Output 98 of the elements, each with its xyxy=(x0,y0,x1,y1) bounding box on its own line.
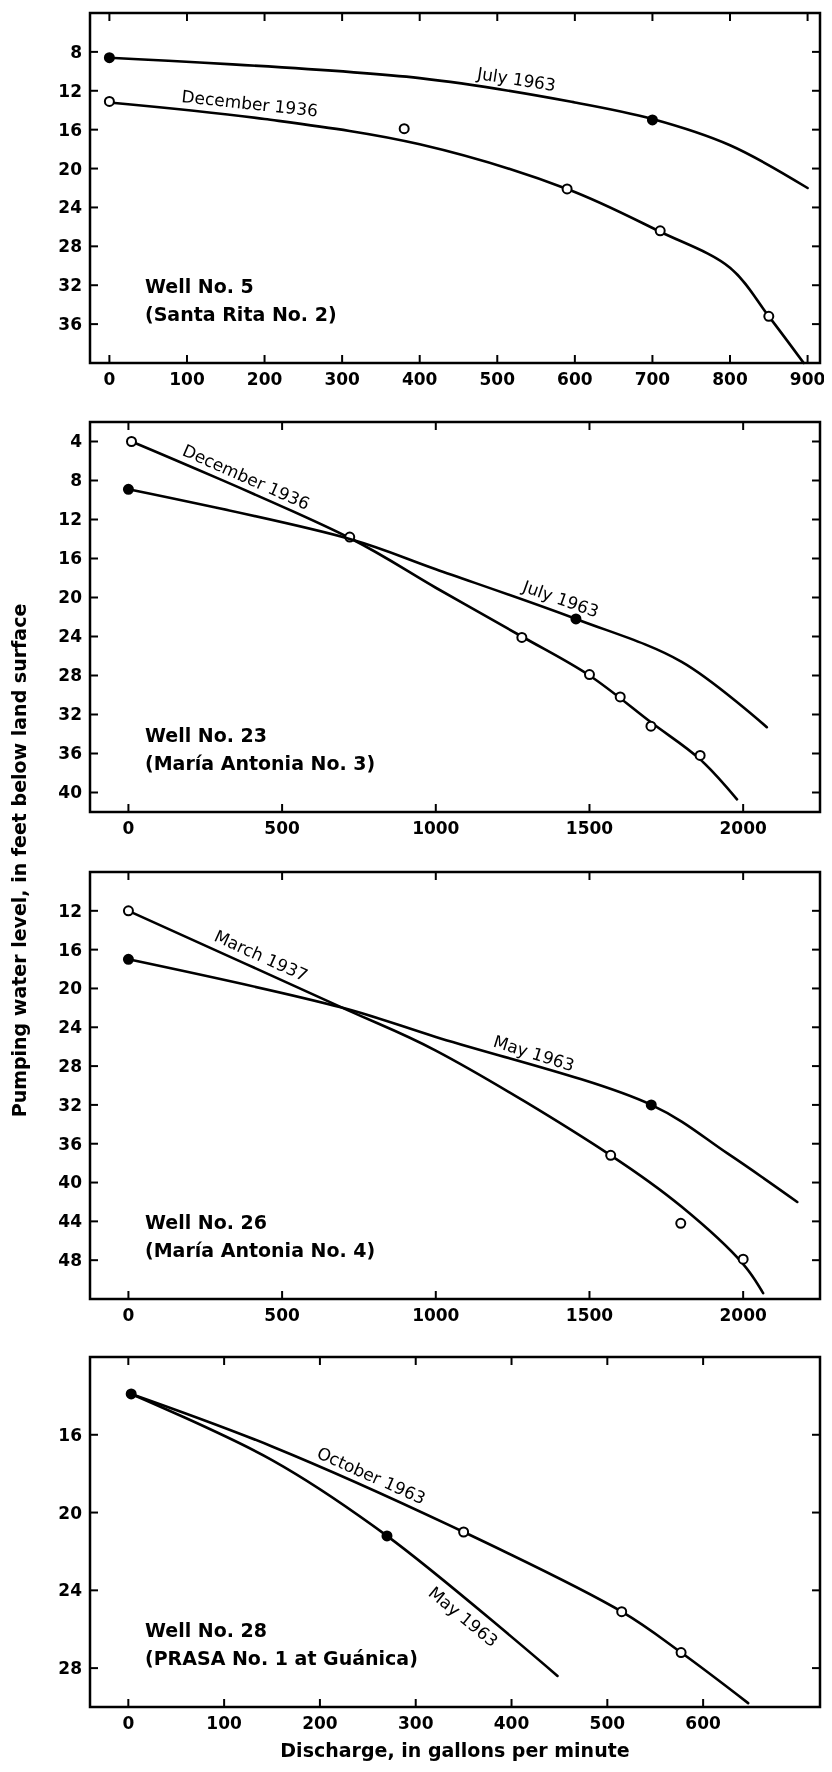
y-tick-label: 24 xyxy=(58,1580,83,1601)
x-tick-label: 0 xyxy=(122,1305,135,1325)
y-tick-label: 40 xyxy=(58,782,83,803)
x-tick-label: 500 xyxy=(264,818,301,838)
x-tick-label: 600 xyxy=(685,1713,722,1733)
point xyxy=(654,225,666,237)
y-tick-label: 12 xyxy=(58,509,82,530)
annotation: Well No. 28 xyxy=(145,1619,268,1641)
x-tick-label: 900 xyxy=(789,369,826,389)
annotation: Well No. 23 xyxy=(145,724,268,746)
point xyxy=(675,1647,687,1659)
x-tick-label: 600 xyxy=(557,369,593,389)
point xyxy=(616,1606,628,1618)
y-tick-label: 48 xyxy=(58,1250,82,1271)
x-tick-label: 500 xyxy=(264,1305,301,1325)
y-tick-label: 36 xyxy=(58,743,82,764)
y-tick-label: 28 xyxy=(58,236,82,257)
y-tick-label: 20 xyxy=(58,587,83,608)
x-tick-label: 0 xyxy=(122,1713,135,1733)
point xyxy=(103,95,115,107)
point xyxy=(737,1253,749,1265)
x-tick-label: 200 xyxy=(302,1713,338,1733)
y-tick-label: 20 xyxy=(58,158,83,179)
x-tick-label: 2000 xyxy=(719,818,767,838)
y-tick-label: 16 xyxy=(58,1424,82,1445)
x-tick-label: 300 xyxy=(324,369,361,389)
x-tick-label: 400 xyxy=(493,1713,530,1733)
y-tick-label: 36 xyxy=(58,1133,82,1154)
y-tick-label: 24 xyxy=(58,626,83,647)
point xyxy=(645,1099,657,1111)
annotation: (Santa Rita No. 2) xyxy=(145,303,337,325)
y-tick-label: 20 xyxy=(58,978,83,999)
x-tick-label: 100 xyxy=(169,369,205,389)
y-tick-label: 4 xyxy=(70,431,83,452)
y-tick-label: 24 xyxy=(58,197,83,218)
x-tick-label: 100 xyxy=(206,1713,243,1733)
point xyxy=(122,905,134,917)
annotation: Well No. 5 xyxy=(145,275,254,297)
y-tick-label: 32 xyxy=(58,704,82,725)
point xyxy=(583,669,595,681)
annotation: (PRASA No. 1 at Guánica) xyxy=(145,1647,418,1669)
point xyxy=(694,749,706,761)
point xyxy=(458,1526,470,1538)
x-tick-label: 1000 xyxy=(412,818,460,838)
x-tick-label: 300 xyxy=(397,1713,434,1733)
x-tick-label: 1000 xyxy=(412,1305,460,1325)
x-axis-title: Discharge, in gallons per minute xyxy=(280,1739,630,1761)
y-tick-label: 16 xyxy=(58,119,82,140)
x-tick-label: 0 xyxy=(103,369,116,389)
point xyxy=(381,1530,393,1542)
y-tick-label: 44 xyxy=(58,1211,83,1232)
y-tick-label: 8 xyxy=(70,470,82,491)
x-tick-label: 1500 xyxy=(565,1305,614,1325)
x-tick-label: 1500 xyxy=(565,818,614,838)
y-tick-label: 8 xyxy=(70,41,82,62)
x-tick-label: 500 xyxy=(589,1713,626,1733)
y-tick-label: 20 xyxy=(58,1502,83,1523)
point xyxy=(122,953,134,965)
y-tick-label: 16 xyxy=(58,939,82,960)
annotation: (María Antonia No. 3) xyxy=(145,752,376,774)
point xyxy=(516,631,528,643)
point xyxy=(605,1149,617,1161)
annotation: (María Antonia No. 4) xyxy=(145,1239,376,1261)
y-tick-label: 28 xyxy=(58,665,82,686)
y-tick-label: 32 xyxy=(58,1094,82,1115)
x-tick-label: 700 xyxy=(634,369,671,389)
point xyxy=(561,183,573,195)
x-tick-label: 2000 xyxy=(719,1305,767,1325)
y-tick-label: 12 xyxy=(58,900,82,921)
y-tick-label: 32 xyxy=(58,275,82,296)
point xyxy=(126,436,137,447)
x-tick-label: 400 xyxy=(401,369,438,389)
x-tick-label: 200 xyxy=(246,369,283,389)
y-tick-label: 28 xyxy=(58,1658,82,1679)
y-tick-label: 24 xyxy=(58,1017,83,1038)
point xyxy=(763,310,775,322)
point xyxy=(675,1217,687,1229)
x-tick-label: 0 xyxy=(122,818,135,838)
point xyxy=(398,123,410,135)
point xyxy=(122,483,134,495)
text: July 1963 xyxy=(519,575,602,622)
y-axis-title: Pumping water level, in feet below land surface xyxy=(8,603,30,1118)
y-tick-label: 40 xyxy=(58,1172,83,1193)
point xyxy=(614,691,626,703)
text: December 1936 xyxy=(180,86,319,121)
y-tick-label: 28 xyxy=(58,1056,82,1077)
y-tick-label: 12 xyxy=(58,80,82,101)
text: July 1963 xyxy=(474,62,558,96)
annotation: Well No. 26 xyxy=(145,1211,268,1233)
point xyxy=(645,720,657,732)
point xyxy=(125,1388,137,1400)
point xyxy=(646,114,658,126)
x-tick-label: 800 xyxy=(712,369,748,389)
x-tick-label: 500 xyxy=(479,369,516,389)
text: May 1963 xyxy=(490,1031,577,1076)
y-tick-label: 36 xyxy=(58,314,82,335)
point xyxy=(103,52,115,64)
y-tick-label: 16 xyxy=(58,548,82,569)
